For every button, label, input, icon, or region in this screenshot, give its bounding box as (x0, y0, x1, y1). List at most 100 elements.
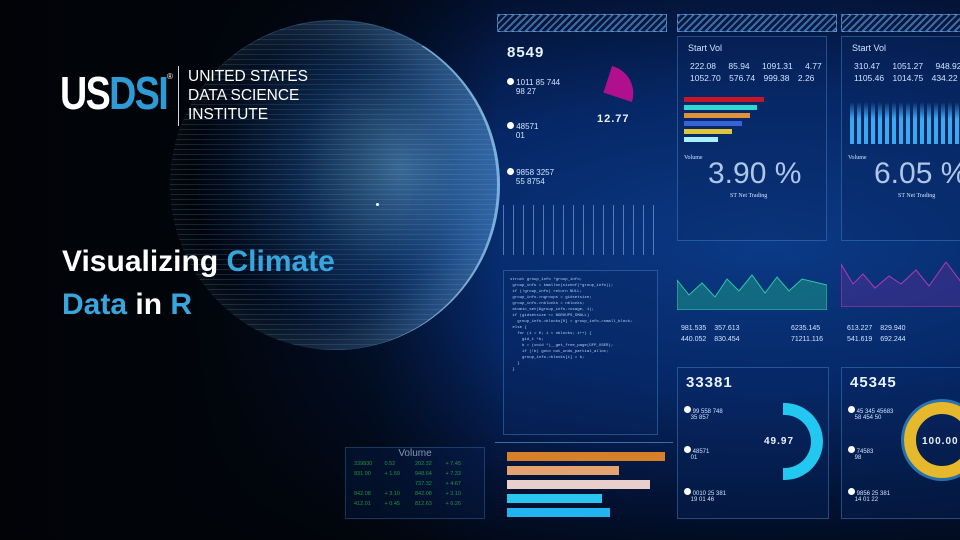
cell: 1052.70 (690, 73, 721, 83)
gauge-segment (603, 66, 641, 102)
col1-value: 8549 (507, 44, 545, 61)
headline-text: in (127, 288, 171, 321)
volume-cell: 202.32 (415, 461, 432, 467)
item-line: 98 27 (515, 87, 536, 96)
item-line: 58 454 50 (854, 415, 882, 421)
item-line: 01 (515, 131, 525, 140)
gauge-value: 12.77 (597, 113, 630, 125)
cell: 948.92 (935, 61, 960, 71)
panel-header: Start Vol (688, 43, 723, 53)
cell: 85.94 (728, 61, 750, 71)
area-chart-green (677, 274, 827, 310)
bar (507, 494, 602, 503)
cell: 576.74 (729, 73, 756, 83)
volume-label: Volume (848, 155, 867, 161)
headline: Visualizing Climate Data in R (62, 240, 335, 326)
bar (507, 480, 650, 489)
bullet-icon (848, 446, 855, 453)
volume-cell: 737.32 (415, 481, 432, 487)
volume-row: 831.90 + 1.59 948.64 + 7.33 (354, 469, 476, 479)
bar (507, 452, 665, 461)
item-line: 55 8754 (515, 177, 545, 186)
item-line: 9858 3257 (516, 168, 555, 177)
item-line: 48571 (516, 122, 539, 131)
volume-cell: 812.63 (415, 501, 432, 507)
volume-cell (385, 479, 416, 489)
ring-panel: 33381 99 558 748 35 857 48571 01 0010 25… (677, 367, 829, 519)
volume-cell: 842.08 (415, 491, 432, 497)
slider-lines (503, 205, 663, 255)
area-path (677, 274, 827, 310)
logo-line: UNITED STATES (188, 68, 308, 85)
cell: 222.08 (690, 61, 716, 71)
bar (684, 121, 742, 126)
volume-cell: 0.52 (384, 461, 396, 467)
bullet-icon (684, 488, 691, 495)
bullet-icon (507, 168, 514, 175)
volume-cell: 339830 (354, 461, 373, 467)
hatch-bar (841, 14, 960, 32)
item-line: 01 (690, 455, 698, 461)
bar (507, 508, 610, 517)
stat: 830.454 (714, 336, 740, 343)
item-line: 1011 85 744 (516, 78, 561, 87)
net-trading-label: ST Net Trading (730, 193, 768, 199)
panel-header: Start Vol (852, 43, 887, 53)
stat: 440.052 (681, 336, 707, 343)
cell: 1105.46 (854, 73, 885, 83)
bullet-icon (684, 406, 691, 413)
volume-cell: 412.01 (354, 501, 371, 507)
item-line: 74583 (856, 449, 874, 455)
item-line: 45 345 45683 (856, 409, 894, 415)
ring-value: 49.97 (764, 436, 795, 447)
col2-panel: Start Vol 222.08 85.94 1091.31 4.77 1052… (677, 36, 827, 241)
bar (684, 129, 732, 134)
logo-line: INSTITUTE (188, 106, 269, 123)
bullet-icon (848, 406, 855, 413)
cell: 999.38 (763, 73, 790, 83)
volume-cell: + 3.10 (384, 491, 400, 497)
item-line: 35 857 (690, 415, 710, 421)
hatch-bar (497, 14, 667, 32)
bullet-icon (848, 488, 855, 495)
bullet-icon (684, 446, 691, 453)
percent-value: 3.90 % (708, 157, 802, 190)
code-panel: struct group_info *group_info; group_inf… (503, 270, 658, 435)
stat: 357.613 (714, 325, 740, 332)
bar (684, 113, 750, 118)
bar (684, 97, 764, 102)
headline-text: Climate (226, 245, 335, 278)
area-chart-purple (841, 262, 960, 307)
volume-cell: + 7.45 (445, 461, 461, 467)
logo-text: UNITED STATES DATA SCIENCE INSTITUTE (188, 67, 308, 124)
ring-title: 33381 (686, 374, 733, 391)
ring-value: 100.00 (922, 436, 959, 447)
hatch-bar (677, 14, 837, 32)
bar (507, 466, 619, 475)
registered-mark: ® (167, 72, 173, 81)
cell: 310.47 (854, 61, 880, 71)
column-chart (850, 102, 960, 144)
cell: 2.26 (797, 73, 815, 83)
bullet-icon (507, 122, 514, 129)
volume-cell: + 7.33 (445, 471, 461, 477)
stat: 981.535 (681, 325, 707, 332)
sparkle-dot (376, 203, 379, 206)
ring-title: 45345 (850, 374, 897, 391)
cell: 1091.31 (762, 61, 793, 71)
volume-cell (354, 479, 385, 489)
logo-divider (178, 66, 179, 126)
item-line: 14 01 22 (854, 497, 879, 503)
headline-text: Data (62, 288, 128, 321)
volume-row: 412.01 + 0.45 812.63 + 6.26 (354, 499, 476, 509)
cell: 1051.27 (892, 61, 924, 71)
globe-edge (170, 20, 500, 350)
col3-panel: Start Vol 310.47 1051.27 948.92 1105.46 … (841, 36, 960, 241)
stat: 541.619 (847, 336, 873, 343)
stat: 613.227 (847, 325, 873, 332)
cell: 1014.75 (892, 73, 924, 83)
item-line: 98 (854, 455, 862, 461)
bullet-icon (507, 78, 514, 85)
volume-row: 339830 0.52 202.32 + 7.45 (354, 459, 476, 469)
stat: 829.940 (880, 325, 906, 332)
